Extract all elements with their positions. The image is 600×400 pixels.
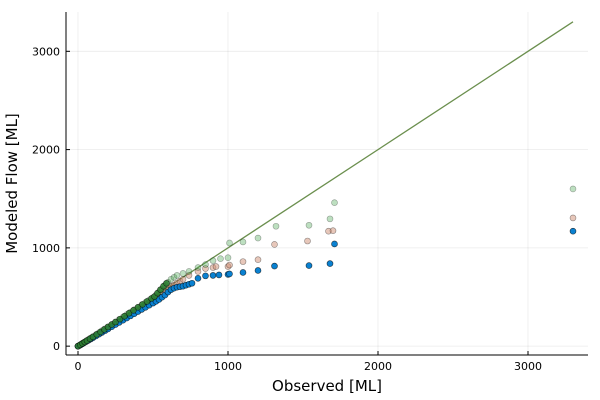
- data-point: [271, 241, 278, 248]
- data-points: [74, 185, 577, 350]
- y-axis-label: Modeled Flow [ML]: [3, 113, 21, 254]
- data-point: [167, 276, 175, 283]
- data-point: [326, 260, 334, 267]
- data-point: [130, 306, 137, 314]
- data-point: [217, 255, 224, 262]
- data-point: [125, 309, 133, 317]
- data-point: [202, 265, 209, 272]
- data-point: [226, 270, 233, 278]
- y-tick-label: 3000: [32, 45, 60, 58]
- data-point: [569, 227, 577, 235]
- data-point: [305, 221, 313, 229]
- data-point: [226, 239, 233, 247]
- x-tick-label: 3000: [514, 360, 542, 373]
- data-point: [212, 263, 220, 270]
- y-tick-label: 0: [53, 340, 60, 353]
- data-point: [112, 318, 119, 326]
- series-2: [74, 185, 577, 350]
- data-point: [305, 262, 313, 269]
- axes: [65, 12, 588, 356]
- data-point: [143, 298, 151, 305]
- x-tick-label: 0: [75, 360, 82, 373]
- x-tick-label: 1000: [214, 360, 242, 373]
- series-4: [74, 279, 170, 350]
- data-point: [185, 272, 193, 279]
- data-point: [188, 279, 196, 287]
- data-point: [202, 261, 209, 268]
- series-1: [74, 214, 577, 350]
- data-point: [121, 312, 128, 320]
- data-point: [239, 238, 247, 246]
- data-point: [134, 304, 142, 311]
- series-3: [74, 227, 577, 350]
- data-point: [569, 185, 577, 193]
- data-point: [116, 315, 124, 323]
- data-point: [569, 214, 577, 222]
- data-point: [254, 234, 262, 242]
- data-point: [163, 279, 170, 287]
- data-point: [304, 237, 311, 245]
- data-point: [209, 272, 217, 279]
- y-tick-label: 2000: [32, 144, 60, 157]
- data-point: [331, 240, 338, 248]
- data-point: [329, 227, 337, 234]
- data-point: [170, 274, 178, 281]
- data-point: [209, 257, 217, 264]
- data-point: [179, 270, 187, 277]
- data-point: [239, 258, 247, 265]
- data-point: [239, 269, 247, 276]
- grid-lines: [66, 12, 588, 355]
- tick-labels: 0 1000 2000 3000 0 1000 2000 3000: [32, 45, 542, 373]
- data-point: [254, 256, 262, 263]
- data-point: [185, 268, 193, 275]
- data-point: [179, 276, 187, 283]
- data-point: [194, 264, 202, 271]
- data-point: [202, 272, 209, 280]
- data-point: [173, 272, 181, 279]
- x-tick-label: 2000: [364, 360, 392, 373]
- data-point: [194, 268, 202, 275]
- data-point: [215, 271, 223, 279]
- x-axis-label: Observed [ML]: [272, 377, 382, 395]
- data-point: [224, 254, 232, 262]
- data-point: [194, 275, 202, 282]
- y-tick-label: 1000: [32, 242, 60, 255]
- data-point: [226, 261, 233, 269]
- data-point: [331, 199, 338, 206]
- data-point: [139, 301, 146, 308]
- data-point: [326, 215, 334, 223]
- data-point: [271, 262, 278, 270]
- data-point: [272, 222, 280, 230]
- data-point: [254, 267, 262, 274]
